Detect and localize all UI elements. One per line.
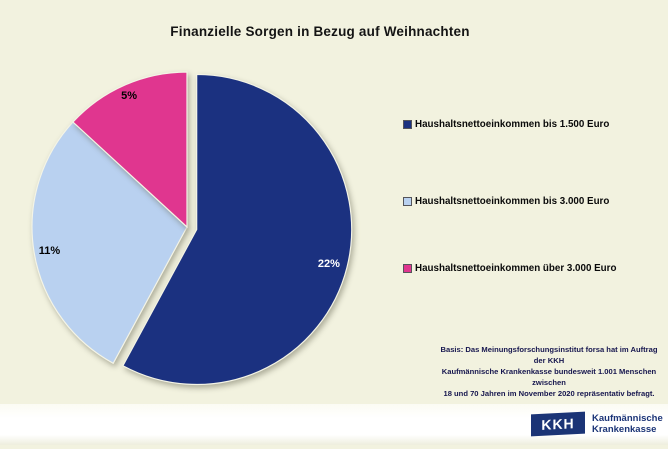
legend-swatch-pink (403, 264, 412, 273)
kkh-logo-abbr: KKH (541, 415, 575, 433)
kkh-logo-box: KKH (531, 411, 585, 437)
pie-slice-1 (31, 121, 188, 365)
survey-footnote: Basis: Das Meinungsforschungsinstitut fo… (440, 345, 658, 398)
footer-bar: KKH Kaufmännische Krankenkasse (0, 404, 668, 445)
pie-slice-2 (72, 71, 188, 229)
pie-slice-value-label: 22% (318, 258, 340, 270)
kkh-logo-name: Kaufmännische Krankenkasse (592, 413, 663, 435)
pie-slice-value-label: 11% (39, 245, 61, 257)
pie-chart: 22% 11% 5% (31, 71, 353, 385)
legend-item-income-over-3000: Haushaltsnettoeinkommen über 3.000 Euro (403, 263, 616, 274)
pie-slice-0 (122, 73, 353, 385)
legend-label: Haushaltsnettoeinkommen bis 1.500 Euro (415, 119, 610, 130)
legend-item-income-1500: Haushaltsnettoeinkommen bis 1.500 Euro (403, 119, 609, 130)
chart-title: Finanzielle Sorgen in Bezug auf Weihnach… (170, 24, 470, 39)
legend-label: Haushaltsnettoeinkommen über 3.000 Euro (415, 263, 617, 274)
kkh-logo-name-line2: Krankenkasse (592, 424, 657, 435)
legend-label: Haushaltsnettoeinkommen bis 3.000 Euro (415, 196, 610, 207)
kkh-logo-name-line1: Kaufmännische (592, 413, 663, 424)
legend-swatch-dark-blue (403, 120, 412, 129)
pie-slice-value-label: 5% (121, 90, 137, 102)
legend-item-income-3000: Haushaltsnettoeinkommen bis 3.000 Euro (403, 196, 609, 207)
kkh-logo: KKH Kaufmännische Krankenkasse (531, 411, 663, 437)
legend-swatch-light-blue (403, 197, 412, 206)
